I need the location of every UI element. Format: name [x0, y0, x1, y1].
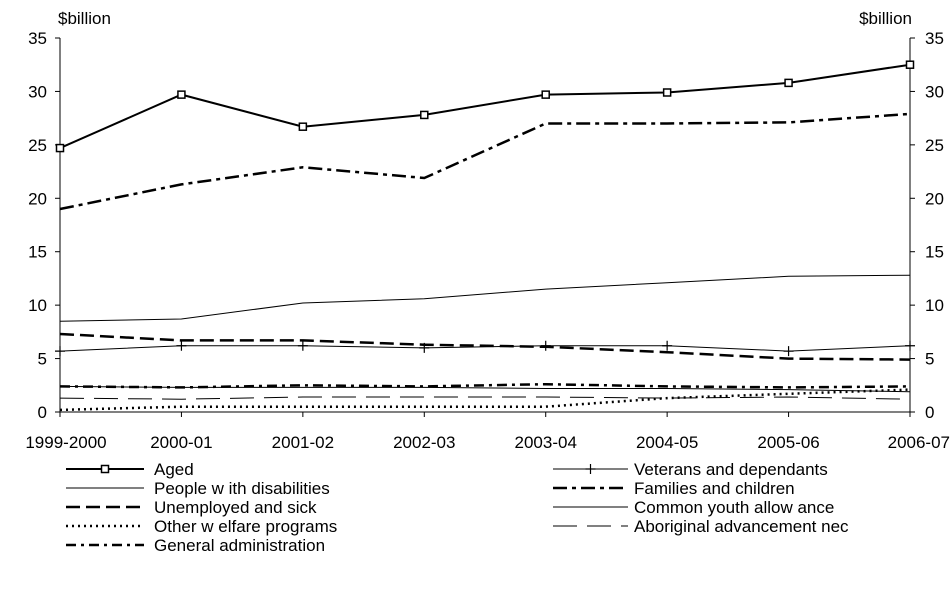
- plus-marker: [585, 464, 596, 474]
- series-people-w-ith-disabilities: [59, 274, 911, 322]
- legend-label: Other w elfare programs: [154, 517, 337, 536]
- legend-label: Common youth allow ance: [634, 498, 834, 517]
- x-tick-label: 2000-01: [150, 433, 212, 452]
- legend-label: Aged: [154, 460, 194, 479]
- y-tick-label-left: 0: [38, 403, 47, 422]
- series-line: [59, 274, 911, 322]
- legend-item: Aged: [66, 460, 194, 479]
- y-tick-label-right: 0: [925, 403, 934, 422]
- series-aboriginal-advancement-nec: [59, 396, 911, 400]
- legend-label: People w ith disabilities: [154, 479, 330, 498]
- legend-item: Unemployed and sick: [66, 498, 317, 517]
- series-other-w-elfare-programs: [59, 388, 911, 412]
- legend-item: General administration: [66, 536, 325, 555]
- y-axis-label-left: $billion: [58, 9, 111, 28]
- legend-label: General administration: [154, 536, 325, 555]
- legend-item: Other w elfare programs: [66, 517, 337, 536]
- legend-label: Veterans and dependants: [634, 460, 828, 479]
- y-tick-label-left: 25: [28, 136, 47, 155]
- plus-marker: [905, 340, 915, 351]
- legend-item: Veterans and dependants: [553, 460, 828, 479]
- x-tick-label: 2005-06: [757, 433, 819, 452]
- y-tick-label-left: 5: [38, 350, 47, 369]
- square-marker: [784, 78, 793, 88]
- plus-marker: [540, 340, 551, 351]
- legend-item: People w ith disabilities: [66, 479, 330, 498]
- legend-label: Unemployed and sick: [154, 498, 317, 517]
- series-layer: [55, 60, 915, 412]
- series-veterans-and-dependants: [55, 340, 915, 357]
- square-marker: [541, 90, 550, 99]
- series-line: [59, 345, 911, 352]
- plus-marker: [176, 340, 187, 351]
- square-marker: [420, 110, 429, 120]
- axes-layer: 0 0 5 5 10 10 15 15 20 20 25 25 30 30 35 35 1999-2000 200…: [25, 9, 950, 452]
- plus-marker: [297, 340, 308, 351]
- y-tick-label-right: 30: [925, 82, 944, 101]
- x-tick-label: 2003-04: [515, 433, 577, 452]
- y-tick-label-right: 5: [925, 350, 934, 369]
- square-marker: [177, 90, 186, 99]
- y-tick-label-right: 35: [925, 29, 944, 48]
- series-line: [59, 388, 911, 412]
- x-tick-label: 2001-02: [272, 433, 334, 452]
- square-marker: [905, 60, 915, 69]
- series-line: [59, 63, 911, 150]
- plus-marker: [662, 340, 673, 351]
- y-tick-label-right: 15: [925, 243, 944, 262]
- legend-label: Families and children: [634, 479, 795, 498]
- legend-item: Common youth allow ance: [553, 498, 834, 517]
- x-tick-label: 2002-03: [393, 433, 455, 452]
- x-tick-label: 1999-2000: [25, 433, 106, 452]
- plus-marker: [783, 346, 794, 357]
- legend-label: Aboriginal advancement nec: [634, 517, 849, 536]
- legend-item: Aboriginal advancement nec: [553, 517, 849, 536]
- legend: Aged Veterans and dependants People w ith …: [66, 460, 849, 555]
- x-tick-label: 2006-07: [888, 433, 950, 452]
- square-marker: [662, 88, 672, 97]
- x-tick-label: 2004-05: [636, 433, 698, 452]
- series-families-and-children: [59, 112, 911, 211]
- y-axis-label-right: $billion: [859, 9, 912, 28]
- y-tick-label-left: 10: [28, 296, 47, 315]
- y-tick-label-right: 25: [925, 136, 944, 155]
- y-tick-label-right: 10: [925, 296, 944, 315]
- legend-item: Families and children: [553, 479, 795, 498]
- square-marker: [100, 464, 110, 474]
- plus-marker: [55, 346, 65, 357]
- y-tick-label-left: 35: [28, 29, 47, 48]
- series-line: [59, 396, 911, 400]
- y-tick-label-right: 20: [925, 189, 944, 208]
- y-tick-label-left: 15: [28, 243, 47, 262]
- series-unemployed-and-sick: [59, 332, 911, 361]
- series-line: [59, 385, 911, 393]
- series-line: [59, 112, 911, 211]
- square-marker: [55, 143, 65, 153]
- plus-marker: [419, 342, 430, 353]
- series-line: [59, 332, 911, 361]
- y-tick-label-left: 30: [28, 82, 47, 101]
- y-tick-label-left: 20: [28, 189, 47, 208]
- series-aged: [55, 60, 915, 153]
- series-common-youth-allow-ance: [59, 385, 911, 393]
- square-marker: [298, 122, 308, 131]
